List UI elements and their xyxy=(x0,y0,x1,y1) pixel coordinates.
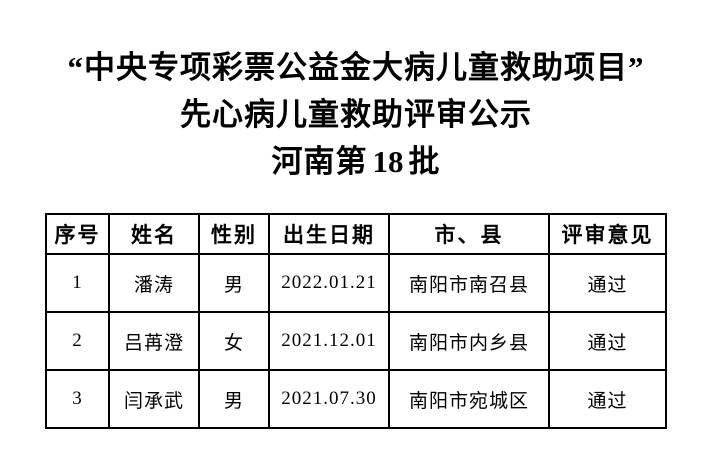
title-line-batch: 河南第 18 批 xyxy=(0,138,712,185)
cell-name: 吕苒澄 xyxy=(108,311,200,371)
title-line-project: “中央专项彩票公益金大病儿童救助项目” xyxy=(67,50,645,85)
column-header-region: 市、县 xyxy=(388,213,550,255)
cell-index: 2 xyxy=(45,311,110,371)
cell-name: 闫承武 xyxy=(108,369,200,429)
column-header-birthdate: 出生日期 xyxy=(268,213,390,255)
column-header-review: 评审意见 xyxy=(548,213,667,255)
table-row: 3 闫承武 男 2021.07.30 南阳市宛城区 通过 xyxy=(45,369,667,429)
cell-name: 潘涛 xyxy=(108,253,200,313)
cell-gender: 女 xyxy=(198,311,270,371)
cell-review: 通过 xyxy=(548,253,667,313)
batch-number: 18 xyxy=(372,144,404,179)
cell-region: 南阳市内乡县 xyxy=(388,311,550,371)
cell-birthdate: 2022.01.21 xyxy=(268,253,390,313)
batch-prefix: 河南第 xyxy=(271,144,368,179)
batch-suffix: 批 xyxy=(408,144,441,179)
cell-review: 通过 xyxy=(548,369,667,429)
cell-gender: 男 xyxy=(198,369,270,429)
title-line-review: 先心病儿童救助评审公示 xyxy=(180,97,532,132)
column-header-name: 姓名 xyxy=(108,213,200,255)
document-title: “中央专项彩票公益金大病儿童救助项目” 先心病儿童救助评审公示 河南第 18 批 xyxy=(0,0,712,185)
cell-birthdate: 2021.07.30 xyxy=(268,369,390,429)
header-row: 序号 姓名 性别 出生日期 市、县 评审意见 xyxy=(45,213,667,255)
review-table: 序号 姓名 性别 出生日期 市、县 评审意见 1 潘涛 男 2022.01.21… xyxy=(45,213,667,429)
cell-index: 3 xyxy=(45,369,110,429)
table-row: 2 吕苒澄 女 2021.12.01 南阳市内乡县 通过 xyxy=(45,311,667,371)
cell-review: 通过 xyxy=(548,311,667,371)
column-header-gender: 性别 xyxy=(198,213,270,255)
cell-birthdate: 2021.12.01 xyxy=(268,311,390,371)
cell-gender: 男 xyxy=(198,253,270,313)
cell-index: 1 xyxy=(45,253,110,313)
cell-region: 南阳市宛城区 xyxy=(388,369,550,429)
cell-region: 南阳市南召县 xyxy=(388,253,550,313)
column-header-index: 序号 xyxy=(45,213,110,255)
table-row: 1 潘涛 男 2022.01.21 南阳市南召县 通过 xyxy=(45,253,667,313)
